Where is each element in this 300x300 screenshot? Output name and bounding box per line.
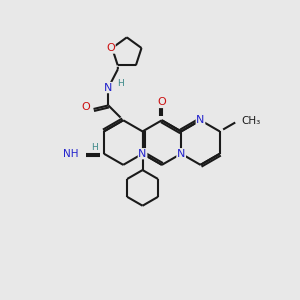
Text: O: O: [158, 98, 166, 107]
Text: N: N: [104, 82, 112, 93]
Text: CH₃: CH₃: [242, 116, 261, 126]
Text: N: N: [177, 149, 185, 159]
Text: O: O: [81, 103, 90, 112]
Text: H: H: [117, 79, 124, 88]
Text: N: N: [196, 115, 205, 125]
Text: N: N: [138, 149, 147, 159]
Text: O: O: [106, 43, 115, 53]
Text: NH: NH: [64, 149, 79, 159]
Text: H: H: [91, 143, 98, 152]
